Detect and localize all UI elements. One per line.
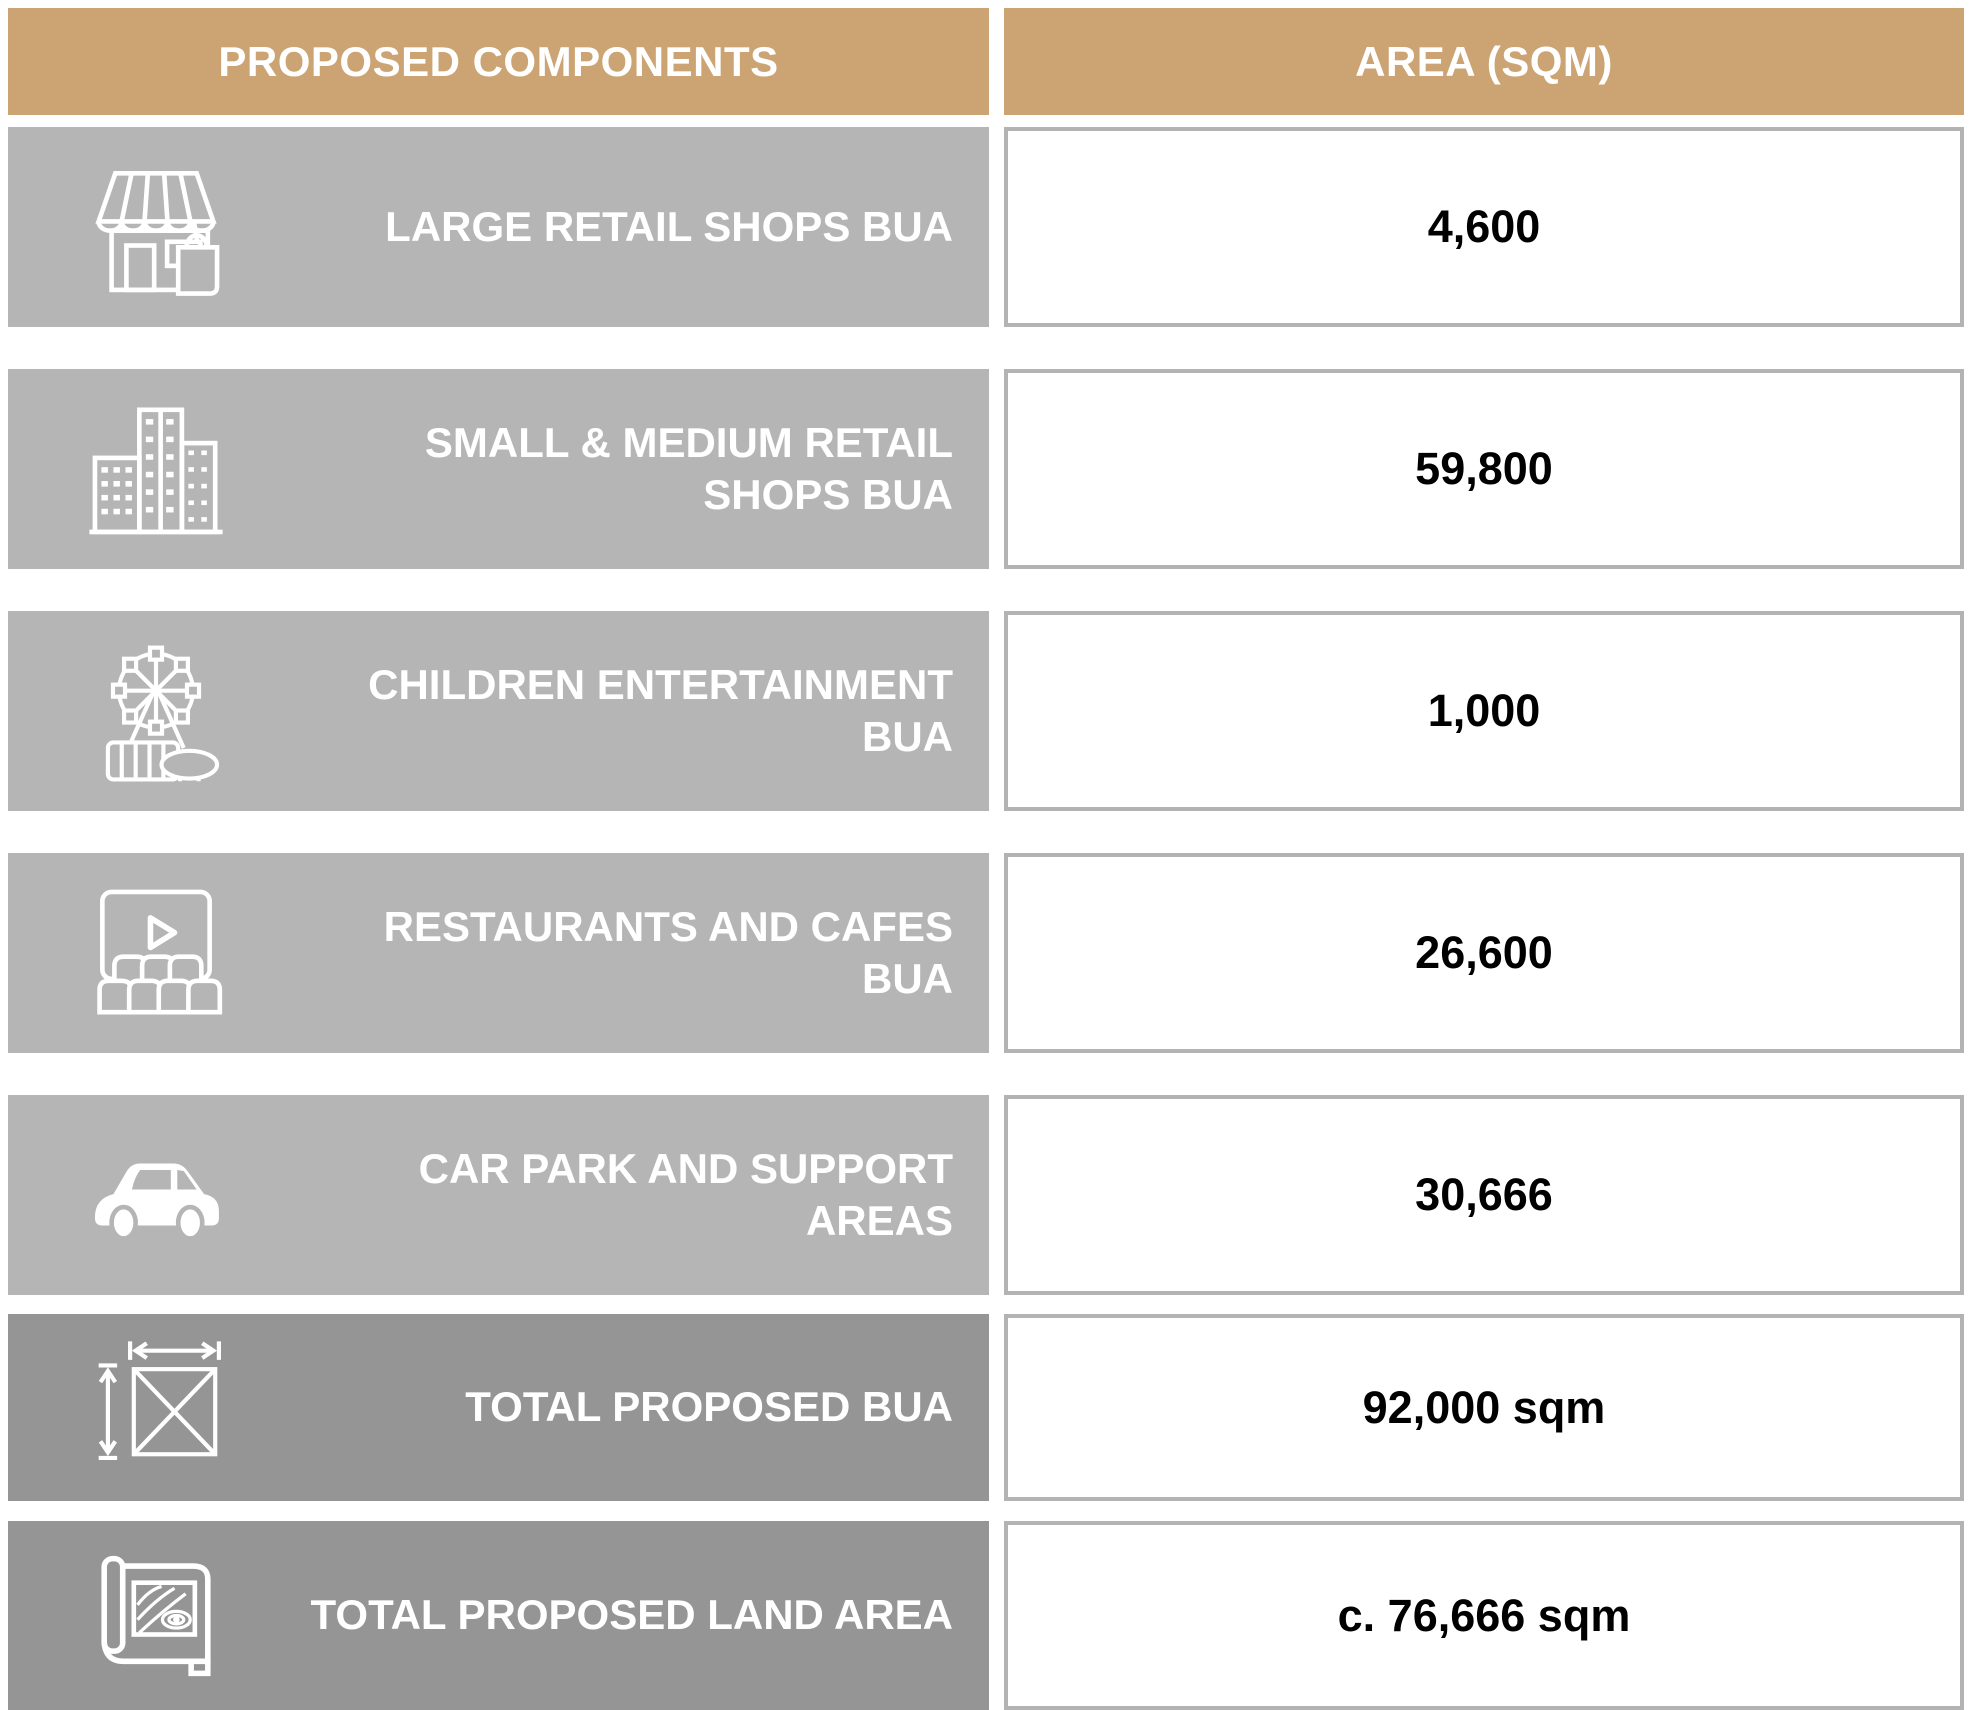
component-cell: CAR PARK AND SUPPORT AREAS: [8, 1095, 989, 1295]
table-header-row: PROPOSED COMPONENTS AREA (SQM): [8, 8, 1964, 115]
area-value-cell: 92,000 sqm: [1004, 1314, 1964, 1501]
area-value-cell: 4,600: [1004, 127, 1964, 327]
table-row-large-retail-shops: LARGE RETAIL SHOPS BUA 4,600: [8, 127, 1964, 327]
component-cell: SMALL & MEDIUM RETAIL SHOPS BUA: [8, 369, 989, 569]
component-cell: RESTAURANTS AND CAFES BUA: [8, 853, 989, 1053]
component-cell: CHILDREN ENTERTAINMENT BUA: [8, 611, 989, 811]
table-row-car-park-support: CAR PARK AND SUPPORT AREAS 30,666: [8, 1095, 1964, 1295]
table-row-total-proposed-bua: TOTAL PROPOSED BUA 92,000 sqm: [8, 1314, 1964, 1501]
area-value: c. 76,666 sqm: [1337, 1589, 1631, 1641]
area-value: 30,666: [1415, 1169, 1553, 1220]
component-label: TOTAL PROPOSED LAND AREA: [310, 1591, 954, 1639]
area-dimension-icon: [8, 1334, 304, 1482]
header-cell-area: AREA (SQM): [1004, 8, 1964, 115]
header-area-label: AREA (SQM): [1355, 37, 1613, 85]
area-value: 59,800: [1415, 443, 1553, 494]
area-value-cell: c. 76,666 sqm: [1004, 1521, 1964, 1710]
table-row-restaurants-cafes: RESTAURANTS AND CAFES BUA 26,600: [8, 853, 1964, 1053]
area-value-cell: 1,000: [1004, 611, 1964, 811]
buildings-icon: [8, 395, 304, 543]
header-proposed-components-label: PROPOSED COMPONENTS: [218, 37, 779, 85]
header-cell-proposed-components: PROPOSED COMPONENTS: [8, 8, 989, 115]
area-value: 92,000 sqm: [1362, 1381, 1606, 1433]
cinema-seats-icon: [8, 879, 304, 1027]
table-row-children-entertainment: CHILDREN ENTERTAINMENT BUA 1,000: [8, 611, 1964, 811]
component-label: CAR PARK AND SUPPORT AREAS: [418, 1144, 953, 1244]
area-value-cell: 59,800: [1004, 369, 1964, 569]
component-label: LARGE RETAIL SHOPS BUA: [385, 202, 953, 250]
component-cell: TOTAL PROPOSED BUA: [8, 1314, 989, 1501]
area-value-cell: 26,600: [1004, 853, 1964, 1053]
area-value: 1,000: [1427, 685, 1541, 736]
component-label: RESTAURANTS AND CAFES BUA: [383, 902, 953, 1002]
car-icon: [8, 1121, 304, 1269]
storefront-icon: [8, 153, 304, 301]
component-label: SMALL & MEDIUM RETAIL SHOPS BUA: [424, 418, 953, 518]
table-row-total-proposed-land-area: TOTAL PROPOSED LAND AREA c. 76,666 sqm: [8, 1521, 1964, 1710]
table-row-small-medium-retail-shops: SMALL & MEDIUM RETAIL SHOPS BUA 59,800: [8, 369, 1964, 569]
component-cell: LARGE RETAIL SHOPS BUA: [8, 127, 989, 327]
proposed-components-table: PROPOSED COMPONENTS AREA (SQM): [8, 8, 1964, 1710]
component-cell: TOTAL PROPOSED LAND AREA: [8, 1521, 989, 1710]
area-value-cell: 30,666: [1004, 1095, 1964, 1295]
component-label: TOTAL PROPOSED BUA: [465, 1383, 953, 1431]
component-label: CHILDREN ENTERTAINMENT BUA: [368, 660, 953, 760]
area-value: 4,600: [1427, 201, 1541, 252]
ferris-wheel-icon: [8, 637, 304, 785]
blueprint-map-icon: [8, 1542, 304, 1690]
area-value: 26,600: [1415, 927, 1553, 978]
